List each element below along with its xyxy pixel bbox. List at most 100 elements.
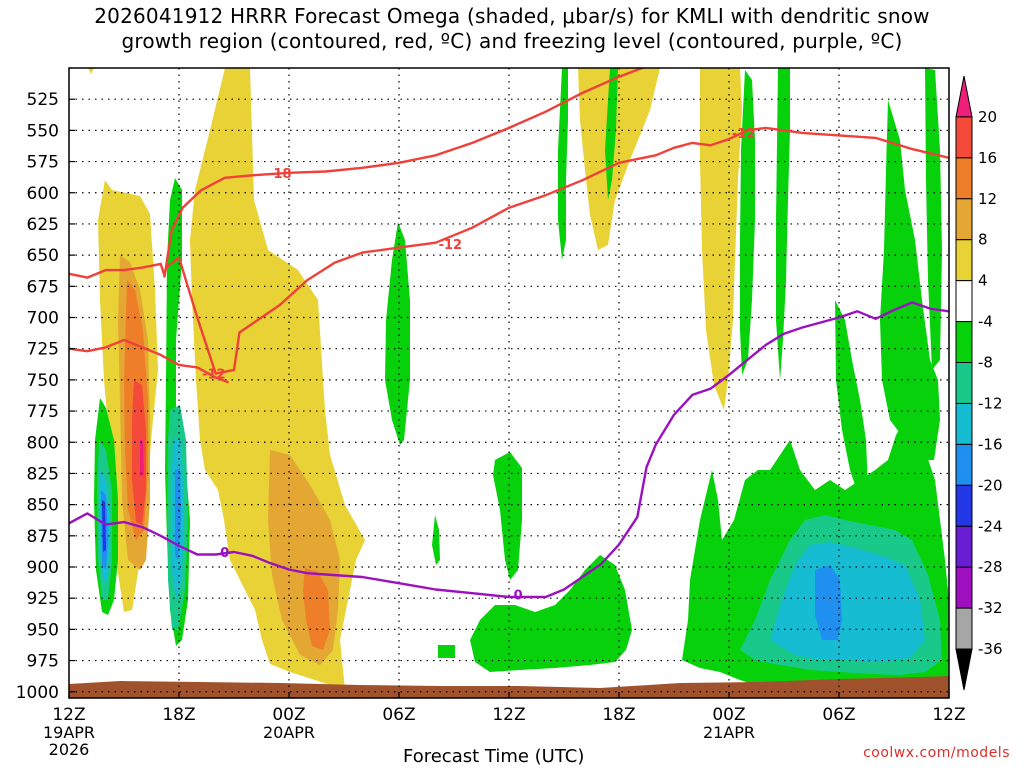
x-tick-label: 18Z [602, 705, 635, 725]
omega-area-m4-to-m8 [740, 70, 755, 375]
omega-area-m4-to-m8 [925, 68, 942, 370]
x-tick-label: 06Z [382, 705, 415, 725]
y-tick-label: 750 [27, 371, 59, 391]
x-tick-label: 00Z [712, 705, 745, 725]
colorbar-swatch [955, 75, 973, 118]
colorbar-label: -4 [978, 313, 993, 331]
omega-area-m4-to-m8 [835, 300, 868, 500]
colorbar-label: -24 [978, 517, 1003, 535]
x-tick-date-label: 20APR [263, 723, 315, 742]
y-tick-label: 850 [27, 496, 59, 516]
contour-line [69, 301, 949, 599]
omega-area-m4-to-m8 [438, 645, 455, 658]
colorbar-label: -12 [978, 394, 1003, 412]
colorbar-label: -28 [978, 558, 1003, 576]
y-tick-label: 575 [27, 153, 59, 173]
colorbar-swatch [955, 198, 973, 241]
x-tick-label: 12Z [52, 705, 85, 725]
omega-area-m4-to-m8 [432, 515, 440, 565]
omega-area-16-to-20 [132, 380, 146, 525]
watermark: coolwx.com/models [863, 745, 1010, 761]
contour-label: -18 [268, 167, 292, 182]
x-tick-date-label: 21APR [703, 723, 755, 742]
y-tick-label: 525 [27, 90, 59, 110]
colorbar-swatch [955, 157, 973, 200]
contour-label: -12 [732, 127, 756, 142]
y-tick-label: 650 [27, 246, 59, 266]
y-axis: 525 550 575 600 625 650 675 700 725 750 775 800 825 8… [16, 90, 75, 703]
omega-area-4-to-8 [88, 68, 94, 74]
colorbar: 20 16 12 8 4 -4 -8 -12 -16 -20 -24 -28 -32 -36 [955, 75, 1003, 691]
y-tick-label: 875 [27, 527, 59, 547]
x-tick-label: 06Z [822, 705, 855, 725]
omega-area-m4-to-m8 [558, 68, 568, 260]
colorbar-swatch [955, 484, 973, 527]
colorbar-label: 4 [978, 272, 988, 290]
colorbar-swatch [955, 362, 973, 404]
y-tick-label: 675 [27, 277, 59, 297]
y-tick-label: 550 [27, 121, 59, 141]
y-tick-label: 925 [27, 589, 59, 609]
chart-title: 2026041912 HRRR Forecast Omega (shaded, … [0, 4, 1024, 54]
colorbar-label: -32 [978, 599, 1003, 617]
omega-area-m16-to-m20 [815, 565, 842, 640]
colorbar-swatch [955, 402, 973, 445]
chart-title-line-1: 2026041912 HRRR Forecast Omega (shaded, … [94, 4, 930, 28]
x-tick-date-label: 19APR [43, 723, 95, 742]
omega-area-m4-to-m8 [880, 100, 940, 460]
omega-area-m12-to-m16 [770, 542, 925, 662]
colorbar-label: -16 [978, 435, 1003, 453]
y-tick-label: 950 [27, 620, 59, 640]
colorbar-label: 20 [978, 108, 997, 126]
omega-area-gt-20 [140, 440, 144, 476]
colorbar-swatch [955, 648, 973, 691]
omega-shading [69, 68, 949, 698]
colorbar-swatch [955, 116, 973, 159]
y-tick-label: 600 [27, 184, 59, 204]
contour-label: 0 [220, 546, 229, 561]
colorbar-swatch [955, 525, 973, 568]
contour-line [69, 126, 949, 375]
x-tick-label: 12Z [932, 705, 965, 725]
omega-area-m4-to-m8 [493, 452, 522, 580]
y-tick-label: 625 [27, 215, 59, 235]
omega-area-m20-to-m24 [102, 500, 106, 552]
contour-label: 0 [514, 588, 523, 603]
y-tick-label: 775 [27, 402, 59, 422]
x-tick-label: 12Z [492, 705, 525, 725]
contour-line [69, 338, 229, 384]
x-tick-year-label: 2026 [49, 740, 90, 759]
colorbar-swatch [955, 280, 973, 323]
y-tick-label: 825 [27, 464, 59, 484]
omega-area-m4-to-m8 [385, 222, 410, 445]
colorbar-label: 16 [978, 149, 997, 167]
colorbar-swatch [955, 566, 973, 609]
y-tick-label: 725 [27, 340, 59, 360]
x-tick-label: 18Z [162, 705, 195, 725]
y-tick-label: 900 [27, 558, 59, 578]
y-tick-label: 1000 [16, 683, 59, 703]
colorbar-label: -8 [978, 354, 993, 372]
x-axis-label: Forecast Time (UTC) [403, 746, 585, 767]
colorbar-label: 12 [978, 190, 997, 208]
omega-area-m4-to-m8 [776, 68, 790, 380]
colorbar-swatch [955, 607, 973, 650]
colorbar-swatch [955, 321, 973, 364]
contour-line [163, 68, 646, 278]
y-tick-label: 700 [27, 309, 59, 329]
y-tick-label: 800 [27, 433, 59, 453]
x-tick-label: 00Z [272, 705, 305, 725]
omega-area-4-to-8 [235, 68, 239, 120]
omega-area-m4-to-m8 [470, 555, 632, 672]
contour-label: -12 [439, 238, 463, 253]
y-tick-label: 975 [27, 652, 59, 672]
colorbar-label: -20 [978, 476, 1003, 494]
contour-labels: -18 -12 -12 -12 0 0 [202, 127, 756, 604]
colorbar-label: -36 [978, 640, 1003, 658]
colorbar-swatch [955, 239, 973, 282]
omega-area-4-to-8 [700, 68, 742, 410]
chart-title-line-2: growth region (contoured, red, ºC) and f… [121, 29, 903, 53]
colorbar-swatch [955, 443, 973, 486]
